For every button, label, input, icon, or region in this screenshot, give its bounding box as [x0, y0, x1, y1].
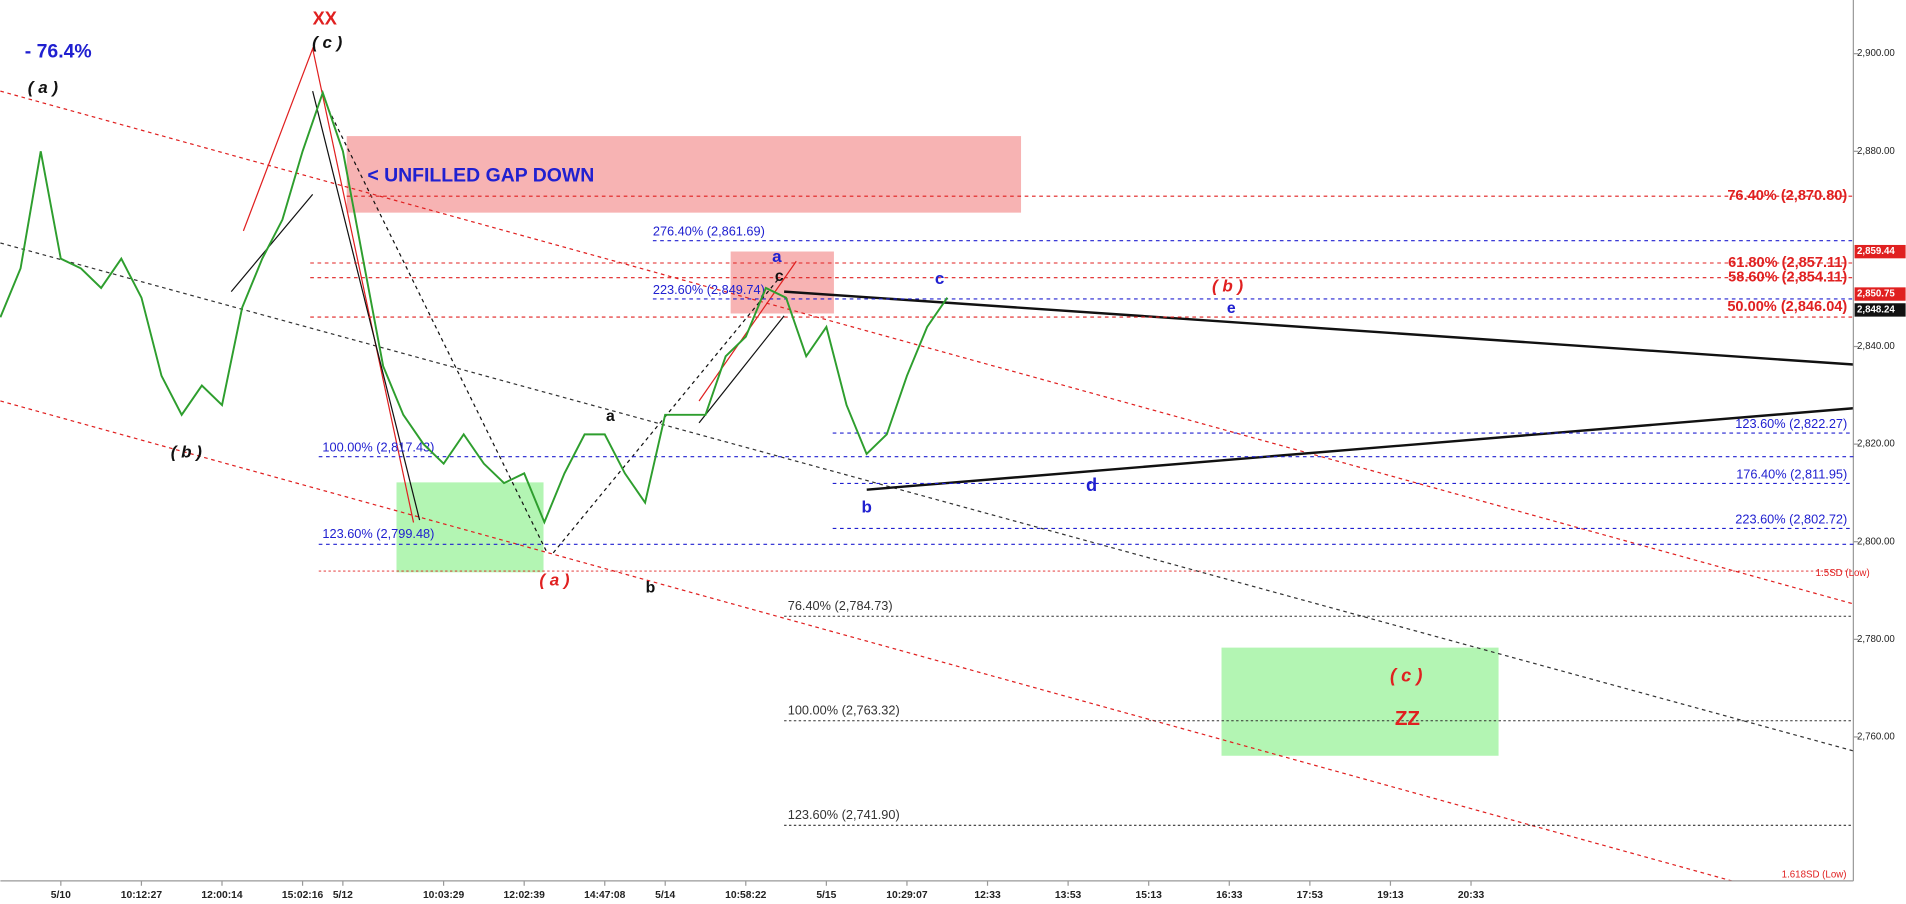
wave-label: 1.5SD (Low) — [1816, 568, 1870, 579]
price-badge-label: 2,859.44 — [1857, 246, 1895, 257]
price-badge-label: 2,848.24 — [1857, 305, 1895, 316]
x-tick-label: 12:33 — [974, 890, 1001, 901]
y-tick-label: 2,780.00 — [1857, 634, 1895, 645]
x-tick-label: 5/15 — [816, 890, 836, 901]
x-tick-label: 20:33 — [1458, 890, 1485, 901]
wave-label: b — [646, 579, 656, 596]
x-tick-label: 5/14 — [655, 890, 675, 901]
x-tick-label: 13:53 — [1055, 890, 1082, 901]
x-tick-label: 19:13 — [1377, 890, 1404, 901]
wave-label: b — [862, 497, 872, 516]
fib-label: 100.00% (2,763.32) — [788, 702, 900, 717]
fib-label: 100.00% (2,817.43) — [322, 440, 434, 455]
x-tick-label: 15:02:16 — [282, 890, 324, 901]
x-tick-label: 10:29:07 — [886, 890, 928, 901]
wave-label: c — [935, 269, 944, 288]
y-tick-label: 2,800.00 — [1857, 536, 1895, 547]
fib-label: 61.80% (2,857.11) — [1728, 255, 1847, 271]
x-tick-label: 16:33 — [1216, 890, 1243, 901]
x-tick-label: 12:02:39 — [504, 890, 546, 901]
wave-label: ZZ — [1395, 707, 1421, 730]
price-badge — [1854, 303, 1906, 317]
wave-label: ( c ) — [1390, 666, 1422, 686]
fib-label: 223.60% (2,802.72) — [1735, 511, 1847, 526]
y-tick-label: 2,900.00 — [1857, 48, 1895, 59]
fib-label: 58.60% (2,854.11) — [1728, 269, 1847, 285]
wave-label: ( a ) — [28, 78, 59, 97]
wave-label: c — [775, 268, 784, 285]
fib-label: 50.00% (2,846.04) — [1727, 299, 1847, 315]
wave-label: ( c ) — [312, 33, 343, 52]
wave-label: 1.618SD (Low) — [1782, 869, 1847, 880]
wave-label: - 76.4% — [25, 40, 92, 62]
x-tick-label: 14:47:08 — [584, 890, 626, 901]
x-tick-label: 12:00:14 — [201, 890, 243, 901]
fib-label: 76.40% (2,870.80) — [1727, 188, 1847, 204]
wave-label: < UNFILLED GAP DOWN — [367, 164, 594, 186]
price-badge — [1854, 244, 1906, 259]
y-tick-label: 2,820.00 — [1857, 439, 1895, 450]
price-line — [0, 89, 949, 525]
x-tick-label: 10:58:22 — [725, 890, 767, 901]
fib-label: 123.60% (2,799.48) — [322, 526, 434, 541]
fib-label: 223.60% (2,849.74) — [653, 282, 765, 297]
fib-label: 276.40% (2,861.69) — [653, 224, 765, 239]
x-tick-label: 17:53 — [1297, 890, 1324, 901]
x-tick-label: 10:12:27 — [121, 890, 163, 901]
wave-label: e — [1227, 300, 1236, 317]
price-badge-label: 2,850.75 — [1857, 289, 1895, 300]
wave-label: XX — [313, 8, 337, 28]
wave-label: a — [772, 247, 782, 266]
price-badge — [1854, 287, 1906, 301]
x-tick-label: 5/10 — [51, 890, 71, 901]
resistance-zone — [730, 251, 834, 314]
target-zone — [1221, 647, 1499, 756]
gap-zone — [346, 136, 1022, 213]
y-tick-label: 2,880.00 — [1857, 146, 1895, 157]
fib-label: 123.60% (2,822.27) — [1735, 416, 1847, 431]
fib-label: 123.60% (2,741.90) — [788, 807, 900, 822]
wave-label: d — [1086, 475, 1097, 495]
fib-label: 76.40% (2,784.73) — [788, 598, 893, 613]
x-tick-label: 15:13 — [1136, 890, 1163, 901]
y-tick-label: 2,760.00 — [1857, 732, 1895, 743]
x-tick-label: 5/12 — [333, 890, 353, 901]
x-tick-label: 10:03:29 — [423, 890, 465, 901]
y-tick-label: 2,840.00 — [1857, 341, 1895, 352]
fib-label: 176.40% (2,811.95) — [1736, 466, 1847, 481]
wave-label: ( a ) — [539, 570, 570, 589]
trendlines — [0, 0, 1854, 882]
wave-label: ( b ) — [1212, 276, 1243, 295]
support-zone — [396, 482, 544, 573]
wave-label: a — [606, 408, 615, 425]
wave-label: ( b ) — [171, 443, 202, 462]
